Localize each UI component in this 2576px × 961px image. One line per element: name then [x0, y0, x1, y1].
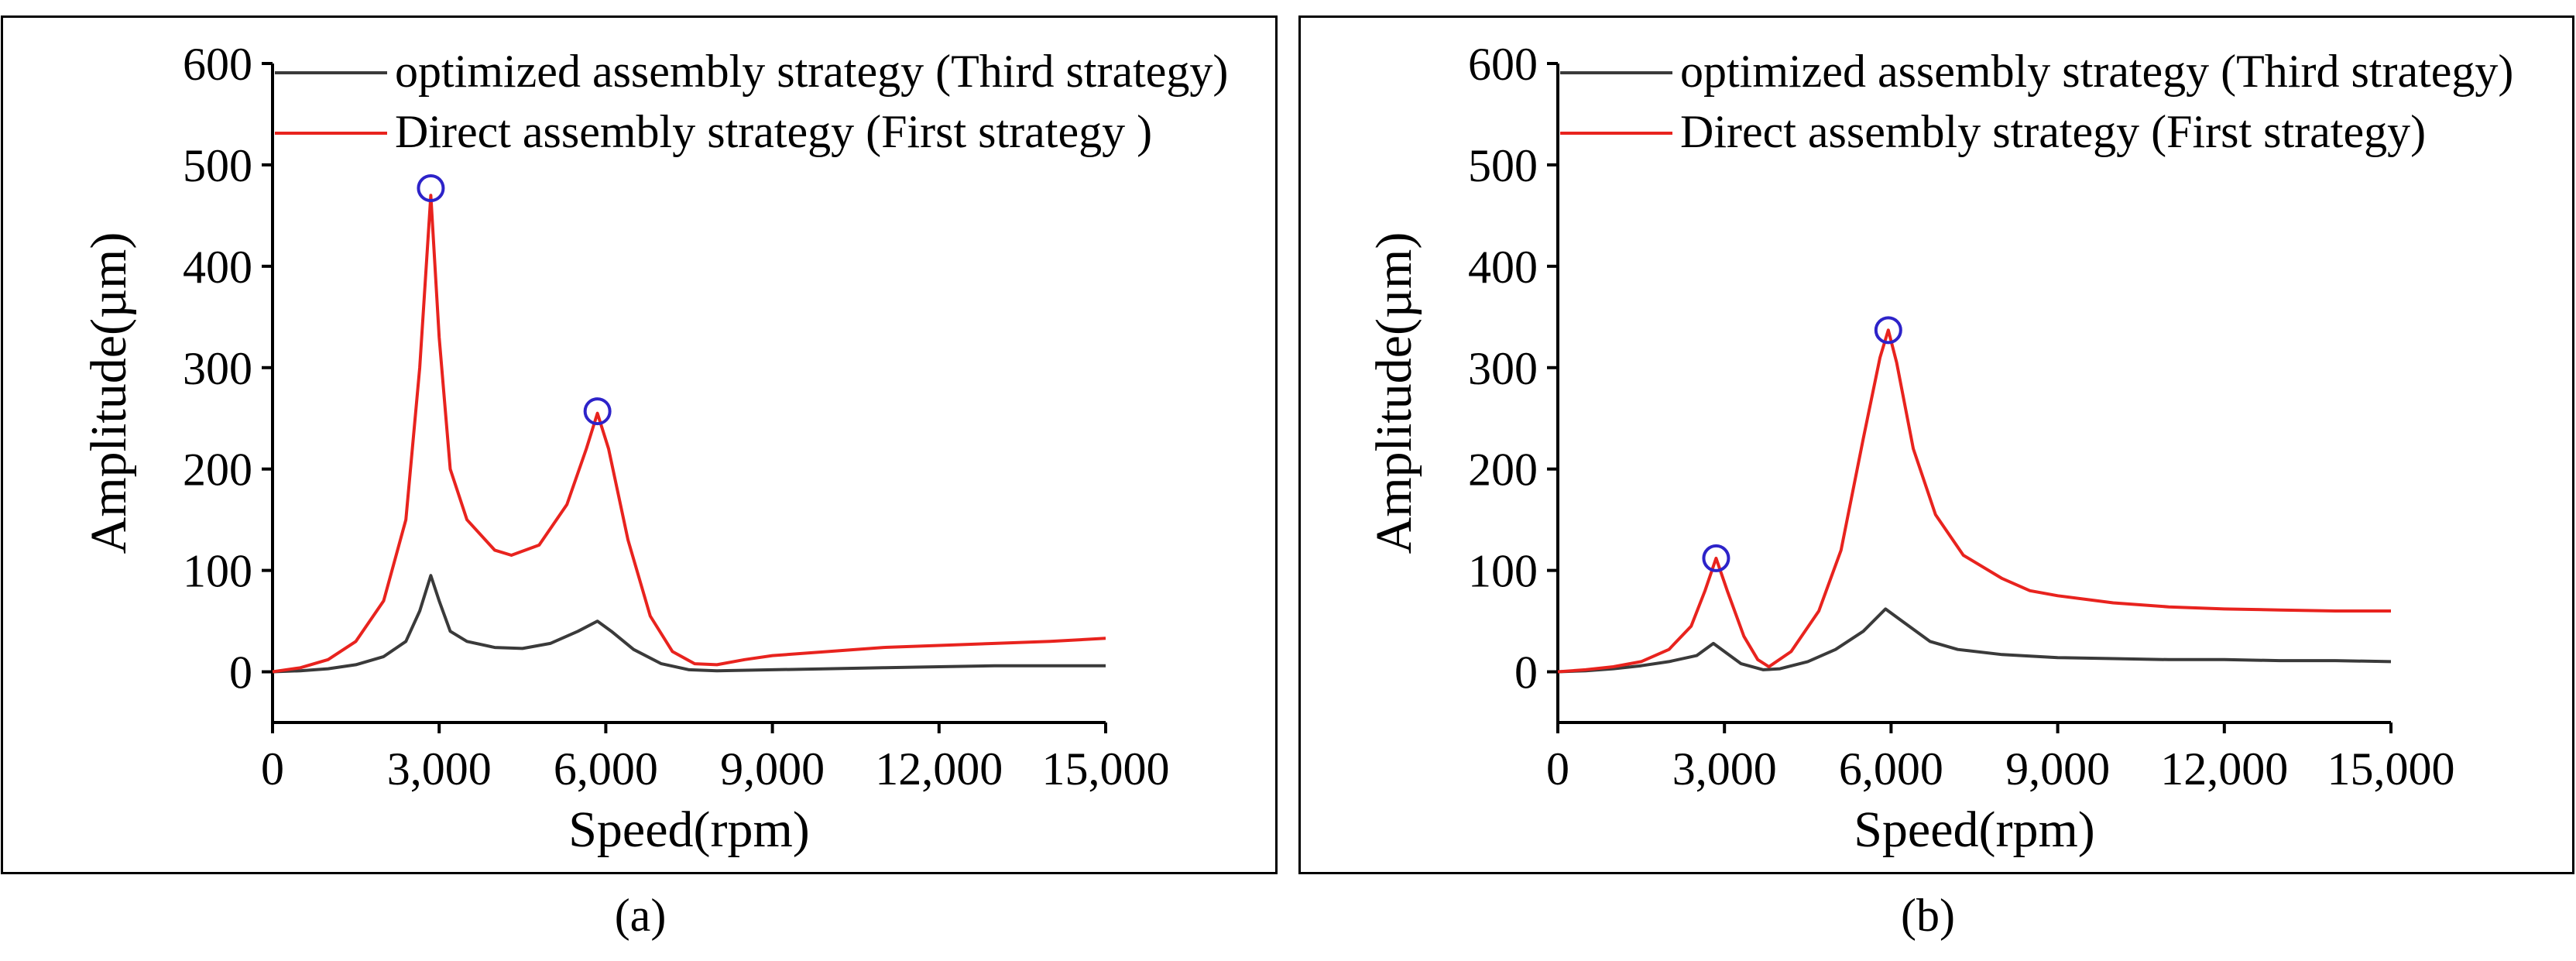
- peak-marker-circle: [1702, 544, 1730, 572]
- x-tick-label: 15,000: [1042, 743, 1170, 795]
- series-line-direct: [272, 194, 1106, 674]
- series-line-optimized: [1557, 607, 2392, 674]
- y-tick-label: 400: [1468, 242, 1538, 293]
- y-axis-label: Amplitude(µm): [81, 232, 137, 554]
- peak-marker-circle: [583, 397, 612, 426]
- y-tick-label: 200: [183, 444, 252, 496]
- x-tick-label: 3,000: [387, 743, 492, 795]
- x-tick-label: 12,000: [875, 743, 1003, 795]
- legend: optimized assembly strategy (Third strat…: [1560, 46, 2513, 157]
- x-tick-label: 9,000: [720, 743, 825, 795]
- panel-a-frame: [1, 15, 1278, 874]
- series-line-optimized: [272, 574, 1106, 674]
- y-axis-label: Amplitude(µm): [1366, 232, 1422, 554]
- legend-label: optimized assembly strategy (Third strat…: [1680, 46, 2513, 97]
- chart-panel-b: 0 100 200 300 400 500 600 0 3,000 6,000 9,000 12,00…: [1366, 39, 2513, 858]
- legend-label: Direct assembly strategy (First strategy…: [1680, 106, 2426, 157]
- y-tick-label: 400: [183, 242, 252, 293]
- x-tick-label: 6,000: [554, 743, 658, 795]
- x-axis-label: Speed(rpm): [568, 801, 810, 858]
- chart-panel-a: 0 100 200 300 400 500 600 0 3,000 6,000 9,000 12,00…: [81, 39, 1228, 858]
- y-tick-label: 0: [1514, 647, 1538, 698]
- y-tick-label: 500: [1468, 140, 1538, 191]
- x-tick-label: 6,000: [1839, 743, 1943, 795]
- y-tick-label: 100: [183, 546, 252, 597]
- panel-b-frame: [1298, 15, 2574, 874]
- y-tick-label: 300: [183, 343, 252, 394]
- legend-label: optimized assembly strategy (Third strat…: [395, 46, 1228, 97]
- series-line-direct: [1557, 328, 2391, 674]
- y-tick-label: 300: [1468, 343, 1538, 394]
- legend: optimized assembly strategy (Third strat…: [275, 46, 1228, 157]
- y-tick-label: 600: [183, 39, 252, 90]
- x-tick-label: 12,000: [2160, 743, 2288, 795]
- peak-marker-circle: [417, 174, 445, 203]
- x-tick-label: 15,000: [2327, 743, 2455, 795]
- panel-b-caption: (b): [1901, 890, 1955, 941]
- panel-a-caption: (a): [614, 890, 667, 941]
- peak-marker-circle: [1874, 316, 1902, 345]
- x-tick-label: 3,000: [1672, 743, 1777, 795]
- y-tick-label: 100: [1468, 546, 1538, 597]
- legend-label: Direct assembly strategy (First strategy…: [395, 106, 1152, 157]
- y-tick-label: 600: [1468, 39, 1538, 90]
- x-tick-label: 0: [261, 743, 284, 795]
- y-tick-label: 200: [1468, 444, 1538, 496]
- x-axis-label: Speed(rpm): [1854, 801, 2095, 858]
- x-tick-label: 0: [1546, 743, 1569, 795]
- y-tick-label: 0: [229, 647, 252, 698]
- y-tick-label: 500: [183, 140, 252, 191]
- x-tick-label: 9,000: [2005, 743, 2110, 795]
